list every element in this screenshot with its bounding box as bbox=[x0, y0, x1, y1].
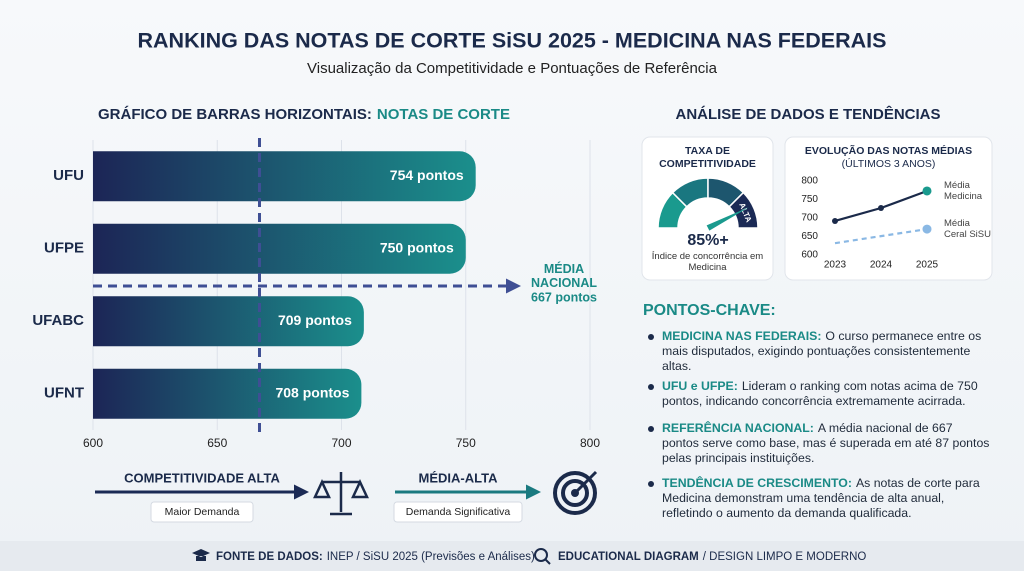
series-point bbox=[922, 186, 932, 196]
y-tick-label: 600 bbox=[801, 250, 818, 261]
bar-chart-title: GRÁFICO DE BARRAS HORIZONTAIS: NOTAS DE C… bbox=[98, 106, 510, 123]
category-label: UFABC bbox=[32, 312, 84, 329]
y-tick-label: 650 bbox=[801, 231, 818, 242]
key-point-text: A média nacional de 667 pontos serve com… bbox=[662, 421, 990, 465]
bullet-dot bbox=[648, 334, 654, 340]
key-point: REFERÊNCIA NACIONAL: A média nacional de … bbox=[662, 421, 992, 466]
reference-label-text: MÉDIA bbox=[544, 261, 584, 276]
target-icon bbox=[553, 470, 598, 515]
bullet-dot bbox=[648, 481, 654, 487]
bar bbox=[93, 151, 476, 202]
bar bbox=[93, 296, 364, 347]
flow-label: MÉDIA-ALTA bbox=[419, 470, 499, 485]
flow-label: COMPETITIVIDADE ALTA bbox=[124, 470, 280, 485]
category-label: UFPE bbox=[44, 240, 84, 257]
bar bbox=[93, 223, 466, 274]
footer-lead: FONTE DE DADOS: bbox=[216, 551, 323, 563]
category-label: UFNT bbox=[44, 385, 84, 402]
line-card bbox=[784, 136, 993, 281]
gauge-needle bbox=[706, 207, 749, 231]
gauge-caption: Índice de concorrência em Medicina bbox=[651, 251, 764, 273]
value-label: 709 pontos bbox=[278, 312, 352, 328]
footer-text: / DESIGN LIMPO E MODERNO bbox=[703, 551, 867, 563]
key-point: UFU e UFPE: Lideram o ranking com notas a… bbox=[662, 379, 992, 409]
y-tick-label: 800 bbox=[801, 176, 818, 187]
page-title: RANKING DAS NOTAS DE CORTE SiSU 2025 - M… bbox=[137, 29, 886, 53]
value-label: 754 pontos bbox=[390, 167, 464, 183]
value-label: 750 pontos bbox=[380, 239, 454, 255]
gauge-title: TAXA DE COMPETITIVIDADE bbox=[659, 145, 756, 170]
x-tick-label: 700 bbox=[331, 436, 351, 450]
flow-box bbox=[150, 501, 254, 523]
footer-lead: EDUCATIONAL DIAGRAM bbox=[558, 551, 699, 563]
line-title: EVOLUÇÃO DAS NOTAS MÉDIAS bbox=[804, 145, 973, 157]
flow-caption: Demanda Significativa bbox=[406, 506, 511, 518]
page-subtitle: Visualização da Competitividade e Pontua… bbox=[307, 60, 718, 77]
key-point-lead: REFERÊNCIA NACIONAL: bbox=[662, 421, 814, 435]
magnifier-icon bbox=[534, 548, 551, 565]
bullet-dot bbox=[648, 384, 654, 390]
bar-chart: 600 650 700 750 800 754 pontos UFU 750 pontos UF… bbox=[32, 138, 600, 450]
footer-credit: EDUCATIONAL DIAGRAM / DESIGN LIMPO E MODE… bbox=[558, 551, 866, 563]
footer-band bbox=[0, 541, 1024, 571]
key-point-lead: MEDICINA NAS FEDERAIS: bbox=[662, 329, 822, 343]
gauge-card bbox=[641, 136, 774, 281]
line-subtitle: (ÚLTIMOS 3 ANOS) bbox=[841, 158, 936, 170]
key-points-title: PONTOS-CHAVE: bbox=[643, 302, 776, 319]
reference-label: MÉDIA NACIONAL bbox=[531, 261, 597, 290]
legend-entry: Média Ceral SiSU bbox=[944, 218, 991, 240]
y-tick-label: 700 bbox=[801, 213, 818, 224]
title-highlight: NOTAS DE CORTE bbox=[377, 106, 510, 123]
analysis-title: ANÁLISE DE DADOS E TENDÊNCIAS bbox=[675, 105, 940, 123]
key-point-lead: UFU e UFPE: bbox=[662, 379, 738, 393]
title-part: GRÁFICO DE BARRAS HORIZONTAIS: bbox=[98, 106, 372, 123]
key-point: MEDICINA NAS FEDERAIS: O curso permanece … bbox=[662, 329, 992, 374]
x-tick-label: 2024 bbox=[870, 260, 893, 271]
x-tick-label: 800 bbox=[580, 436, 600, 450]
key-point-lead: TENDÊNCIA DE CRESCIMENTO: bbox=[662, 476, 852, 490]
reference-value-label: 667 pontos bbox=[531, 290, 597, 304]
x-tick-label: 750 bbox=[456, 436, 476, 450]
bar bbox=[93, 368, 362, 419]
value-label: 708 pontos bbox=[275, 384, 349, 400]
flow-box bbox=[393, 501, 523, 523]
footer-text: INEP / SiSU 2025 (Previsões e Análises) bbox=[327, 551, 535, 563]
bullets bbox=[648, 334, 654, 487]
footer-source: FONTE DE DADOS: INEP / SiSU 2025 (Previsõ… bbox=[216, 551, 535, 563]
line-chart: 600 650 700 750 800 2023 2024 2025 bbox=[801, 176, 938, 271]
scale-icon bbox=[313, 472, 369, 516]
x-tick-label: 2025 bbox=[916, 260, 939, 271]
key-point-text: O curso permanece entre os mais disputad… bbox=[662, 329, 982, 373]
x-tick-label: 650 bbox=[207, 436, 227, 450]
key-point: TENDÊNCIA DE CRESCIMENTO: As notas de cor… bbox=[662, 476, 992, 521]
key-point-text: Lideram o ranking com notas acima de 750… bbox=[662, 379, 978, 408]
y-tick-label: 750 bbox=[801, 194, 818, 205]
bullet-dot bbox=[648, 426, 654, 432]
x-tick-label: 600 bbox=[83, 436, 103, 450]
x-tick-label: 2023 bbox=[824, 260, 847, 271]
legend-entry: Média Medicina bbox=[944, 180, 983, 202]
series-point bbox=[832, 217, 838, 224]
reference-label-text: NACIONAL bbox=[531, 276, 597, 290]
cap-icon bbox=[192, 549, 210, 561]
key-point-text: As notas de corte para Medicina demonstr… bbox=[662, 476, 980, 520]
series-point bbox=[878, 205, 884, 212]
series-point bbox=[922, 224, 932, 234]
gauge-value-label: 85%+ bbox=[687, 232, 728, 249]
series-line bbox=[834, 228, 928, 245]
flow-caption: Maior Demanda bbox=[165, 506, 240, 518]
category-label: UFU bbox=[53, 167, 84, 184]
gauge-segment bbox=[728, 191, 759, 229]
